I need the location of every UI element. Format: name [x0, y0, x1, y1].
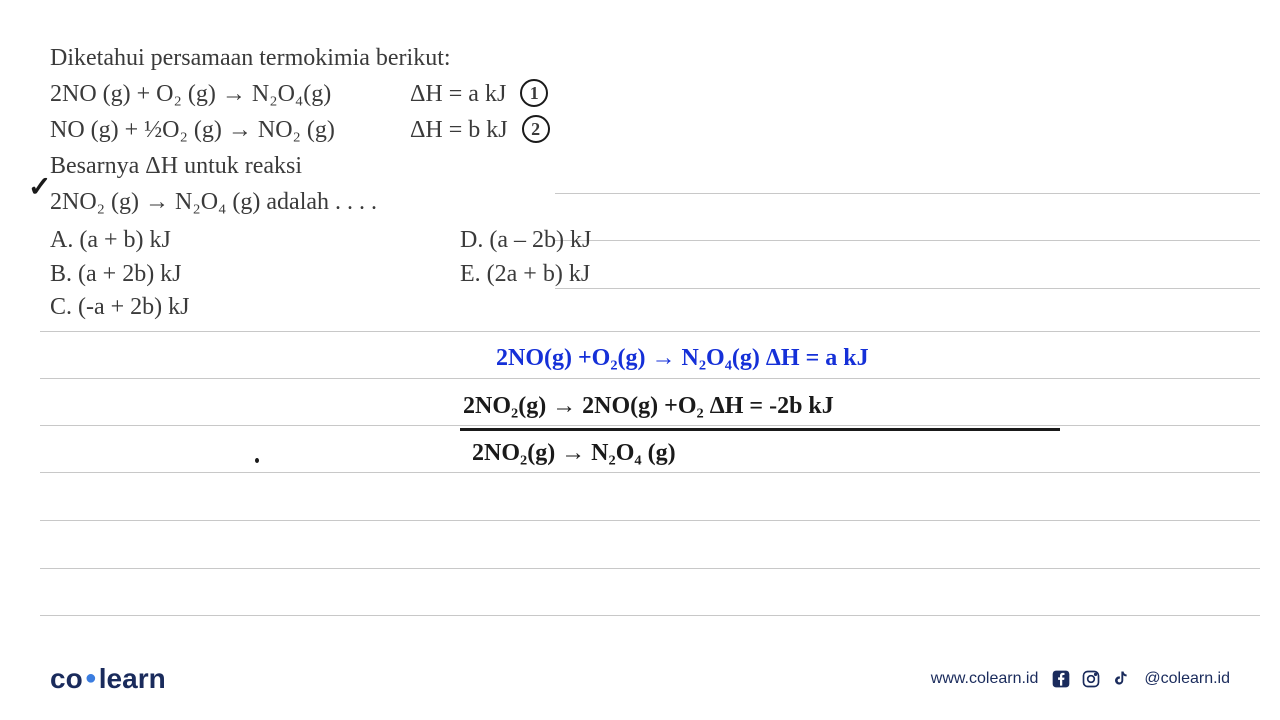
handwriting-line-3: 2NO₂(g) → N₂O₄ (g): [472, 440, 676, 467]
instagram-icon: [1080, 668, 1102, 690]
footer-right: www.colearn.id @colearn.id: [931, 668, 1230, 690]
ruled-line: [40, 615, 1260, 616]
facebook-icon: [1050, 668, 1072, 690]
option-c: C. (-a + 2b) kJ: [50, 291, 440, 325]
equation-1-right: ΔH = a kJ 1: [410, 76, 548, 112]
ruled-line: [40, 331, 1260, 332]
ruled-line: [40, 378, 1260, 379]
handwriting-underline: [460, 428, 1060, 431]
checkmark-icon: ✓: [28, 170, 51, 203]
handwriting-line-1: 2NO(g) +O₂(g) → N₂O₄(g) ΔH = a kJ: [496, 345, 869, 372]
option-d: D. (a – 2b) kJ: [460, 224, 591, 258]
tiktok-icon: [1110, 668, 1132, 690]
equation-1-left: 2NO (g) + O₂ (g) → N₂O₄(g): [50, 76, 390, 112]
ruled-line: [40, 520, 1260, 521]
stray-dot: [255, 458, 259, 463]
question-line-2: 2NO₂ (g) → N₂O₄ (g) adalah . . . .: [50, 184, 1230, 220]
ruled-line: [40, 568, 1260, 569]
ruled-line: [40, 472, 1260, 473]
footer-handle: @colearn.id: [1144, 670, 1230, 688]
equation-1-number: 1: [520, 79, 548, 107]
answer-options: A. (a + b) kJ B. (a + 2b) kJ C. (-a + 2b…: [50, 224, 1230, 325]
social-icons: [1050, 668, 1132, 690]
equation-2-left: NO (g) + ½O₂ (g) → NO₂ (g): [50, 112, 390, 148]
option-e: E. (2a + b) kJ: [460, 258, 591, 292]
problem-content: Diketahui persamaan termokimia berikut: …: [0, 0, 1280, 325]
handwriting-line-2: 2NO₂(g) → 2NO(g) +O₂ ΔH = -2b kJ: [463, 393, 834, 420]
colearn-logo: co●learn: [50, 663, 166, 695]
equation-2-right: ΔH = b kJ 2: [410, 112, 550, 148]
option-a: A. (a + b) kJ: [50, 224, 440, 258]
option-b: B. (a + 2b) kJ: [50, 258, 440, 292]
equation-2-number: 2: [522, 115, 550, 143]
footer: co●learn www.colearn.id @colearn.id: [0, 663, 1280, 695]
footer-url: www.colearn.id: [931, 670, 1039, 688]
ruled-line: [40, 425, 1260, 426]
problem-intro: Diketahui persamaan termokimia berikut:: [50, 40, 1230, 76]
question-line-1: Besarnya ΔH untuk reaksi: [50, 148, 1230, 184]
